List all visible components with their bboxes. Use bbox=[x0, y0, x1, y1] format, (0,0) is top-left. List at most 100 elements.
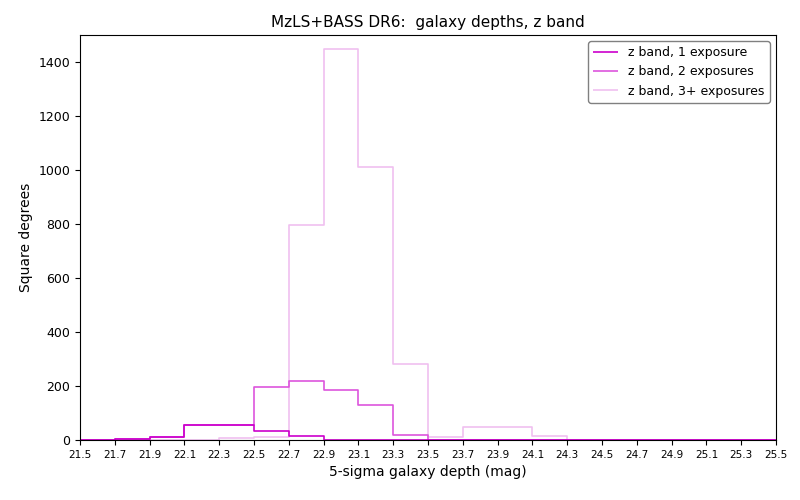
z band, 1 exposure bbox=[736, 437, 746, 443]
z band, 1 exposure bbox=[597, 437, 607, 443]
z band, 1 exposure bbox=[75, 437, 85, 443]
z band, 1 exposure bbox=[284, 428, 294, 434]
z band, 3+ exposures bbox=[562, 437, 572, 443]
z band, 2 exposures bbox=[284, 384, 294, 390]
z band, 3+ exposures bbox=[389, 164, 398, 170]
z band, 2 exposures bbox=[666, 437, 676, 443]
z band, 2 exposures bbox=[145, 434, 154, 440]
z band, 1 exposure bbox=[736, 437, 746, 443]
z band, 1 exposure bbox=[493, 437, 502, 443]
z band, 1 exposure bbox=[666, 437, 676, 443]
z band, 1 exposure bbox=[110, 436, 119, 442]
z band, 3+ exposures bbox=[736, 437, 746, 443]
z band, 2 exposures bbox=[771, 437, 781, 443]
z band, 1 exposure bbox=[771, 437, 781, 443]
z band, 1 exposure bbox=[354, 437, 363, 443]
z band, 1 exposure bbox=[528, 437, 538, 443]
z band, 2 exposures bbox=[597, 437, 607, 443]
Line: z band, 2 exposures: z band, 2 exposures bbox=[80, 380, 776, 440]
z band, 3+ exposures bbox=[75, 437, 85, 443]
z band, 3+ exposures bbox=[180, 437, 190, 443]
z band, 2 exposures bbox=[736, 437, 746, 443]
z band, 1 exposure bbox=[250, 428, 259, 434]
z band, 2 exposures bbox=[562, 437, 572, 443]
z band, 3+ exposures bbox=[250, 435, 259, 441]
z band, 1 exposure bbox=[389, 437, 398, 443]
z band, 1 exposure bbox=[562, 437, 572, 443]
z band, 3+ exposures bbox=[389, 362, 398, 368]
z band, 1 exposure bbox=[632, 437, 642, 443]
z band, 2 exposures bbox=[318, 378, 328, 384]
z band, 3+ exposures bbox=[736, 437, 746, 443]
z band, 3+ exposures bbox=[423, 434, 433, 440]
Line: z band, 3+ exposures: z band, 3+ exposures bbox=[80, 48, 776, 440]
z band, 2 exposures bbox=[214, 422, 224, 428]
z band, 3+ exposures bbox=[354, 46, 363, 52]
z band, 2 exposures bbox=[318, 387, 328, 393]
z band, 1 exposure bbox=[389, 437, 398, 443]
z band, 1 exposure bbox=[423, 437, 433, 443]
z band, 3+ exposures bbox=[284, 222, 294, 228]
z band, 1 exposure bbox=[145, 434, 154, 440]
z band, 3+ exposures bbox=[528, 424, 538, 430]
z band, 2 exposures bbox=[110, 437, 119, 443]
z band, 2 exposures bbox=[458, 437, 468, 443]
z band, 1 exposure bbox=[250, 422, 259, 428]
z band, 2 exposures bbox=[493, 437, 502, 443]
z band, 2 exposures bbox=[632, 437, 642, 443]
z band, 1 exposure bbox=[702, 437, 711, 443]
z band, 3+ exposures bbox=[528, 433, 538, 439]
X-axis label: 5-sigma galaxy depth (mag): 5-sigma galaxy depth (mag) bbox=[329, 466, 527, 479]
z band, 1 exposure bbox=[597, 437, 607, 443]
z band, 1 exposure bbox=[180, 422, 190, 428]
z band, 3+ exposures bbox=[250, 434, 259, 440]
z band, 2 exposures bbox=[389, 402, 398, 408]
z band, 2 exposures bbox=[702, 437, 711, 443]
z band, 1 exposure bbox=[632, 437, 642, 443]
Y-axis label: Square degrees: Square degrees bbox=[19, 183, 33, 292]
z band, 1 exposure bbox=[354, 437, 363, 443]
z band, 2 exposures bbox=[632, 437, 642, 443]
z band, 3+ exposures bbox=[597, 437, 607, 443]
z band, 3+ exposures bbox=[666, 437, 676, 443]
z band, 2 exposures bbox=[736, 437, 746, 443]
Title: MzLS+BASS DR6:  galaxy depths, z band: MzLS+BASS DR6: galaxy depths, z band bbox=[271, 14, 585, 30]
Line: z band, 1 exposure: z band, 1 exposure bbox=[80, 425, 776, 440]
z band, 3+ exposures bbox=[423, 362, 433, 368]
z band, 3+ exposures bbox=[214, 435, 224, 441]
z band, 1 exposure bbox=[318, 433, 328, 439]
z band, 3+ exposures bbox=[632, 437, 642, 443]
z band, 2 exposures bbox=[75, 437, 85, 443]
z band, 1 exposure bbox=[458, 437, 468, 443]
z band, 3+ exposures bbox=[632, 437, 642, 443]
z band, 3+ exposures bbox=[180, 437, 190, 443]
z band, 1 exposure bbox=[702, 437, 711, 443]
z band, 1 exposure bbox=[562, 437, 572, 443]
z band, 2 exposures bbox=[354, 402, 363, 408]
z band, 2 exposures bbox=[493, 437, 502, 443]
z band, 3+ exposures bbox=[493, 424, 502, 430]
z band, 2 exposures bbox=[528, 437, 538, 443]
z band, 2 exposures bbox=[458, 437, 468, 443]
z band, 2 exposures bbox=[666, 437, 676, 443]
z band, 1 exposure bbox=[771, 437, 781, 443]
z band, 3+ exposures bbox=[771, 437, 781, 443]
z band, 3+ exposures bbox=[597, 437, 607, 443]
z band, 3+ exposures bbox=[110, 437, 119, 443]
z band, 3+ exposures bbox=[771, 437, 781, 443]
z band, 2 exposures bbox=[180, 422, 190, 428]
z band, 3+ exposures bbox=[702, 437, 711, 443]
z band, 3+ exposures bbox=[354, 164, 363, 170]
z band, 2 exposures bbox=[250, 422, 259, 428]
Legend: z band, 1 exposure, z band, 2 exposures, z band, 3+ exposures: z band, 1 exposure, z band, 2 exposures,… bbox=[588, 42, 770, 103]
z band, 3+ exposures bbox=[458, 434, 468, 440]
z band, 2 exposures bbox=[771, 437, 781, 443]
z band, 3+ exposures bbox=[318, 222, 328, 228]
z band, 3+ exposures bbox=[110, 437, 119, 443]
z band, 2 exposures bbox=[423, 437, 433, 443]
z band, 2 exposures bbox=[250, 384, 259, 390]
z band, 1 exposure bbox=[110, 437, 119, 443]
z band, 3+ exposures bbox=[493, 424, 502, 430]
z band, 3+ exposures bbox=[214, 437, 224, 443]
z band, 3+ exposures bbox=[702, 437, 711, 443]
